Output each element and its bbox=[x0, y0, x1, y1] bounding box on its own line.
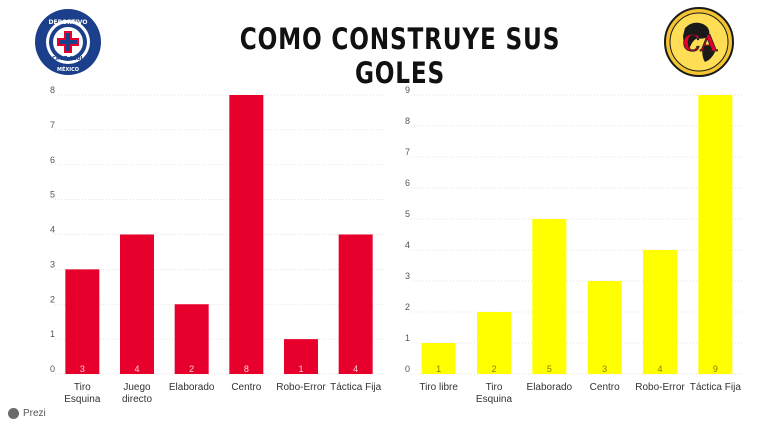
data-label: 1 bbox=[436, 364, 441, 374]
club-america-logo-text: CA bbox=[683, 31, 719, 57]
data-label: 2 bbox=[189, 364, 194, 374]
data-label: 9 bbox=[713, 364, 718, 374]
y-tick-label: 3 bbox=[50, 259, 55, 269]
y-tick-label: 7 bbox=[50, 120, 55, 130]
bar bbox=[174, 304, 209, 374]
data-label: 5 bbox=[547, 364, 552, 374]
data-label: 1 bbox=[298, 364, 303, 374]
data-label: 2 bbox=[491, 364, 496, 374]
x-tick-label: Esquina bbox=[64, 394, 101, 405]
x-tick-label: Tiro bbox=[74, 382, 91, 393]
x-tick-label: Centro bbox=[231, 382, 261, 393]
data-label: 8 bbox=[244, 364, 249, 374]
x-tick-label: Táctica Fija bbox=[330, 382, 382, 393]
x-tick-label: Elaborado bbox=[527, 382, 573, 393]
y-tick-label: 1 bbox=[405, 333, 410, 343]
data-label: 4 bbox=[353, 364, 358, 374]
page-title: COMO CONSTRUYE SUS GOLES bbox=[239, 22, 561, 90]
y-tick-label: 2 bbox=[405, 302, 410, 312]
bar bbox=[477, 312, 511, 374]
bar bbox=[587, 281, 622, 374]
cruz-azul-logo-bottom-text: MÉXICO bbox=[57, 65, 79, 73]
data-label: 4 bbox=[657, 364, 662, 374]
bar bbox=[120, 234, 154, 374]
y-tick-label: 9 bbox=[405, 85, 410, 95]
data-label: 3 bbox=[602, 364, 607, 374]
y-tick-label: 0 bbox=[50, 364, 55, 374]
prezi-icon bbox=[8, 408, 19, 419]
cruz-azul-logo: DEPORTIVO CRUZ AZUL MÉXICO bbox=[35, 9, 101, 75]
y-tick-label: 5 bbox=[50, 190, 55, 200]
y-tick-label: 8 bbox=[50, 85, 55, 95]
x-tick-label: Esquina bbox=[476, 394, 513, 405]
bar bbox=[229, 95, 264, 374]
x-tick-label: Centro bbox=[590, 382, 620, 393]
y-tick-label: 4 bbox=[405, 240, 410, 250]
x-tick-label: Robo-Error bbox=[276, 382, 326, 393]
x-tick-label: Tiro libre bbox=[419, 382, 458, 393]
bar bbox=[284, 339, 318, 374]
x-tick-label: directo bbox=[122, 394, 152, 405]
y-tick-label: 0 bbox=[405, 364, 410, 374]
y-tick-label: 7 bbox=[405, 147, 410, 157]
x-tick-label: Robo-Error bbox=[635, 382, 685, 393]
prezi-watermark: Prezi bbox=[8, 408, 46, 419]
y-tick-label: 2 bbox=[50, 294, 55, 304]
x-tick-label: Elaborado bbox=[169, 382, 215, 393]
bar bbox=[532, 219, 567, 374]
data-label: 3 bbox=[80, 364, 85, 374]
data-label: 4 bbox=[134, 364, 139, 374]
y-tick-label: 1 bbox=[50, 329, 55, 339]
cruz-azul-logo-top-text: DEPORTIVO bbox=[49, 19, 88, 26]
bar bbox=[698, 95, 733, 374]
club-america-logo: CA bbox=[664, 7, 734, 77]
bar bbox=[421, 343, 456, 374]
x-tick-label: Táctica Fija bbox=[690, 382, 742, 393]
x-tick-label: Juego bbox=[123, 382, 151, 393]
y-tick-label: 3 bbox=[405, 271, 410, 281]
cruz-azul-logo-middle-text: CRUZ AZUL bbox=[52, 56, 85, 62]
y-tick-label: 5 bbox=[405, 209, 410, 219]
x-tick-label: Tiro bbox=[486, 382, 503, 393]
bar bbox=[338, 234, 373, 374]
y-tick-label: 6 bbox=[405, 178, 410, 188]
prezi-label: Prezi bbox=[23, 408, 46, 419]
bar bbox=[643, 250, 677, 374]
bar bbox=[65, 269, 100, 374]
y-tick-label: 4 bbox=[50, 225, 55, 235]
y-tick-label: 8 bbox=[405, 116, 410, 126]
y-tick-label: 6 bbox=[50, 155, 55, 165]
